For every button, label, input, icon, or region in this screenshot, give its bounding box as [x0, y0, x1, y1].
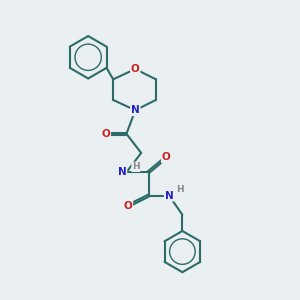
Text: N: N	[118, 167, 126, 177]
Text: H: H	[132, 162, 140, 171]
Text: O: O	[162, 152, 171, 162]
Text: O: O	[124, 201, 132, 211]
Text: N: N	[131, 105, 140, 115]
Text: O: O	[101, 129, 110, 139]
Text: N: N	[165, 190, 173, 201]
Text: O: O	[131, 64, 140, 74]
Text: H: H	[176, 185, 184, 194]
